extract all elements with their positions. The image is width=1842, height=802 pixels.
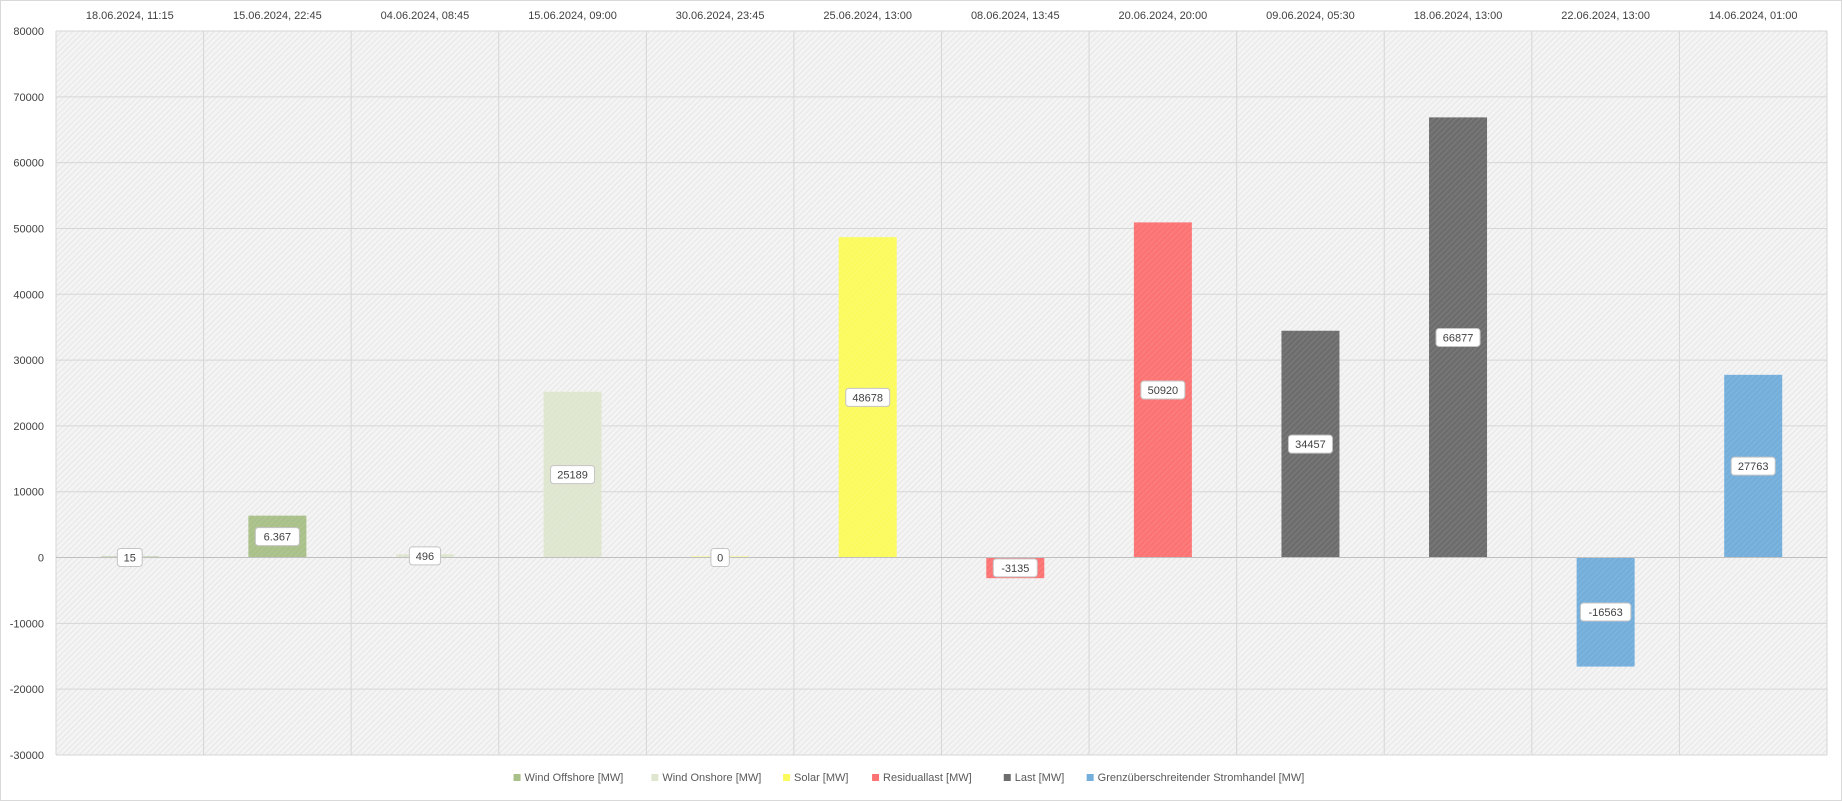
legend-swatch [783,774,791,781]
category-label: 18.06.2024, 13:00 [1414,10,1503,22]
legend-swatch [1003,774,1011,781]
legend-label: Last [MW] [1015,772,1065,784]
legend-swatch [513,774,521,781]
axes: -30000 -20000 -10000 0 10000 20000 30000 40000 5… [10,10,1827,762]
y-tick-label: 10000 [13,487,44,499]
category-label: 25.06.2024, 13:00 [823,10,912,22]
gridlines [55,30,1828,756]
data-label-box [992,558,1038,578]
data-label-box [1730,456,1776,476]
data-label: -3135 [1001,563,1029,575]
y-tick-label: 60000 [13,158,44,170]
category-label: 20.06.2024, 20:00 [1119,10,1208,22]
data-label: 27763 [1738,461,1769,473]
category-label: 04.06.2024, 08:45 [381,10,470,22]
legend: Wind Offshore [MW] Wind Onshore [MW] Solar… [513,772,1305,784]
data-label: 25189 [557,470,588,482]
category-label: 08.06.2024, 13:45 [971,10,1060,22]
category-label: 14.06.2024, 01:00 [1709,10,1798,22]
y-tick-label: -30000 [10,750,44,762]
category-label: 15.06.2024, 22:45 [233,10,322,22]
category-label: 09.06.2024, 05:30 [1266,10,1355,22]
y-tick-label: 70000 [13,92,44,104]
y-tick-label: -10000 [10,618,44,630]
data-label-box [1579,602,1632,622]
data-label-box [845,387,891,407]
data-label: 50920 [1148,385,1179,397]
legend-label: Wind Offshore [MW] [525,772,624,784]
data-label: 0 [717,553,723,565]
category-label: 30.06.2024, 23:45 [676,10,765,22]
data-label-box [1287,434,1333,454]
legend-label: Wind Onshore [MW] [662,772,761,784]
data-label-box [116,547,143,567]
legend-label: Solar [MW] [794,772,848,784]
data-label-box [254,527,300,547]
data-label: 15 [124,552,136,564]
data-label: -16563 [1588,607,1622,619]
data-label: 6.367 [264,532,292,544]
legend-swatch [872,774,880,781]
legend-swatch [1086,774,1094,781]
category-label: 15.06.2024, 09:00 [528,10,617,22]
data-label: 48678 [852,392,883,404]
data-labels: 15 6.367 496 25189 0 48678 -3135 50920 34457 6687… [116,327,1776,622]
data-label-box [710,548,730,568]
data-label: 66877 [1443,332,1474,344]
category-label: 22.06.2024, 13:00 [1561,10,1650,22]
data-label-box [1140,380,1186,400]
y-tick-label: 50000 [13,223,44,235]
data-label: 496 [416,551,434,563]
y-tick-label: 40000 [13,289,44,301]
y-tick-label: 20000 [13,421,44,433]
legend-label: Grenzüberschreitender Stromhandel [MW] [1098,772,1305,784]
data-label-box [1435,327,1481,347]
y-tick-label: -20000 [10,684,44,696]
legend-swatch [651,774,659,781]
y-tick-label: 30000 [13,355,44,367]
legend-label: Residuallast [MW] [883,772,972,784]
category-label: 18.06.2024, 11:15 [86,10,174,22]
data-label-box [408,546,442,566]
y-tick-label: 0 [38,553,44,565]
y-tick-label: 80000 [13,26,44,38]
data-label: 34457 [1295,439,1326,451]
data-label-box [550,465,596,485]
